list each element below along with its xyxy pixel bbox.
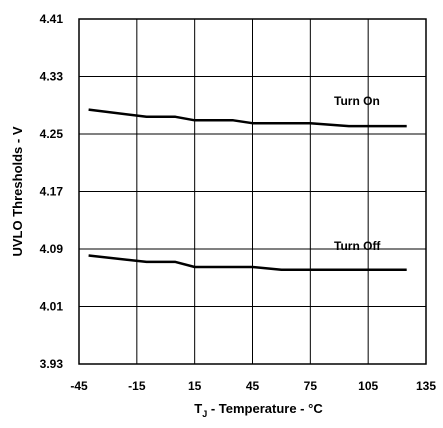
x-axis-title-subscript: J: [202, 409, 207, 419]
series-label-turn-on: Turn On: [334, 94, 380, 108]
series-line-turn-off: [88, 254, 407, 272]
plot-area-frame: [78, 18, 427, 365]
y-tick-label: 4.01: [40, 300, 64, 314]
x-tick-label: -15: [128, 379, 146, 393]
x-tick-label: -45: [70, 379, 88, 393]
series-lines: [88, 108, 407, 272]
y-tick-labels: 4.41 4.33 4.25 4.17 4.09 4.01 3.93: [40, 12, 64, 371]
y-tick-label: 4.09: [40, 242, 64, 256]
x-tick-label: 45: [246, 379, 260, 393]
x-tick-label: 15: [188, 379, 202, 393]
x-tick-label: 135: [416, 379, 436, 393]
y-tick-label: 4.41: [40, 12, 64, 26]
y-tick-label: 4.25: [40, 127, 64, 141]
series-label-turn-off: Turn Off: [334, 239, 381, 253]
series-line-turn-on: [88, 108, 407, 128]
grid-lines: [79, 19, 426, 364]
x-axis-title: TJ - Temperature - °C: [194, 401, 323, 419]
x-axis-title-main: T: [194, 401, 202, 416]
x-tick-label: 75: [304, 379, 318, 393]
x-tick-labels: -45 -15 15 45 75 105 135: [70, 379, 436, 393]
x-axis-title-rest: - Temperature - °C: [207, 401, 323, 416]
y-tick-label: 3.93: [40, 357, 64, 371]
y-axis-title: UVLO Thresholds - V: [10, 126, 25, 256]
y-tick-label: 4.33: [40, 70, 64, 84]
y-tick-label: 4.17: [40, 185, 64, 199]
x-tick-label: 105: [358, 379, 378, 393]
